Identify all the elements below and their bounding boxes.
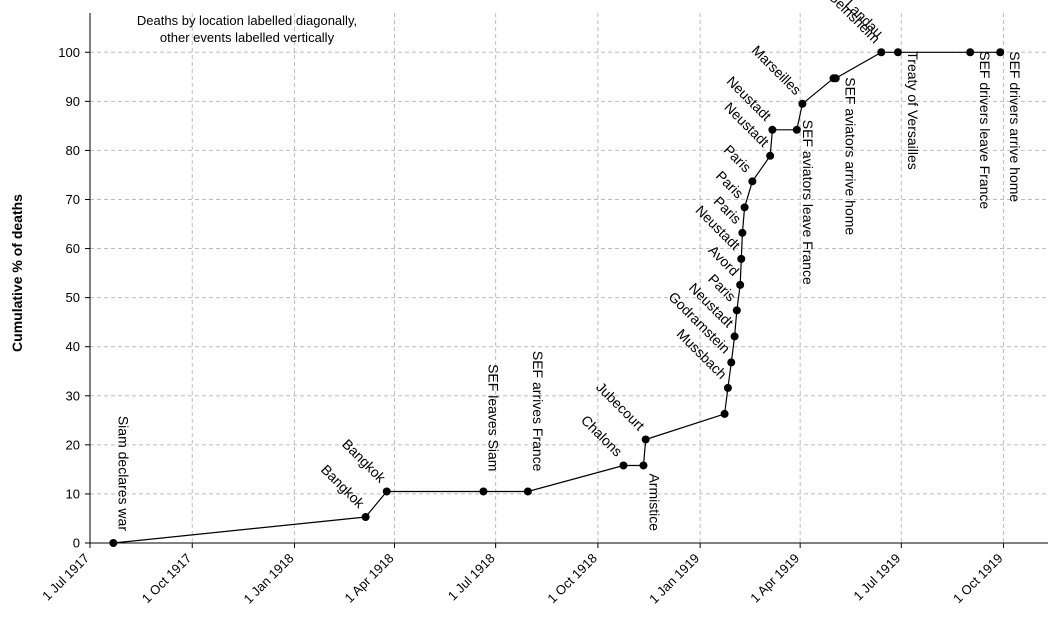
data-point xyxy=(641,435,650,444)
x-tick-label: 1 Jul 1919 xyxy=(850,551,903,604)
data-point xyxy=(732,306,741,315)
x-tick-label: 1 Apr 1918 xyxy=(342,551,397,606)
event-label: Treaty of Versailles xyxy=(905,51,921,170)
y-axis-title: Cumulative % of deaths xyxy=(9,194,25,352)
data-point xyxy=(727,358,736,367)
event-label: SEF aviators arrive home xyxy=(843,77,859,235)
grid xyxy=(90,13,1048,543)
note-line-2: other events labelled vertically xyxy=(160,30,335,45)
data-point xyxy=(382,487,391,496)
y-tick-label: 50 xyxy=(66,290,80,305)
event-label: Armistice xyxy=(646,473,662,531)
data-point xyxy=(893,48,902,57)
y-tick-label: 70 xyxy=(66,192,80,207)
y-tick-label: 80 xyxy=(66,143,80,158)
data-point xyxy=(798,99,807,108)
data-point xyxy=(737,254,746,263)
y-tick-label: 40 xyxy=(66,339,80,354)
y-tick-label: 90 xyxy=(66,94,80,109)
event-label: SEF leaves Siam xyxy=(485,364,501,471)
y-tick-label: 0 xyxy=(73,536,80,551)
annotation-note: Deaths by location labelled diagonally, … xyxy=(137,13,357,45)
data-point xyxy=(479,487,488,496)
data-point xyxy=(996,48,1005,57)
x-tick-label: 1 Jan 1918 xyxy=(241,551,297,607)
data-point xyxy=(730,332,739,341)
data-point xyxy=(639,461,648,470)
event-label: SEF drivers arrive home xyxy=(1007,51,1023,202)
data-point xyxy=(736,280,745,289)
data-point xyxy=(109,539,118,547)
data-point xyxy=(361,512,370,521)
x-tick-label: 1 Oct 1919 xyxy=(950,551,1006,607)
y-tick-label: 20 xyxy=(66,437,80,452)
y-tick-label: 100 xyxy=(58,45,80,60)
x-tick-label: 1 Oct 1917 xyxy=(139,551,195,607)
data-point xyxy=(792,125,801,134)
data-point xyxy=(877,48,886,57)
data-point xyxy=(766,151,775,160)
data-point xyxy=(748,177,757,186)
death-location-label: Chalons xyxy=(578,412,626,460)
y-tick-label: 10 xyxy=(66,486,80,501)
event-label: SEF drivers leave France xyxy=(977,51,993,209)
x-tick-label: 1 Jul 1918 xyxy=(445,551,498,604)
data-point xyxy=(619,461,628,470)
y-tick-label: 30 xyxy=(66,388,80,403)
y-tick-label: 60 xyxy=(66,241,80,256)
data-point xyxy=(738,228,747,237)
x-tick-label: 1 Oct 1918 xyxy=(544,551,600,607)
note-line-1: Deaths by location labelled diagonally, xyxy=(137,13,357,28)
data-point xyxy=(966,48,975,57)
data-point xyxy=(523,487,532,496)
event-label: Siam declares war xyxy=(115,416,131,531)
event-label: SEF aviators leave France xyxy=(800,120,816,285)
death-location-label: Marseilles xyxy=(749,42,805,98)
axes: 0 10 20 30 40 50 60 70 80 90 100 1 Jul 1917 1 Oct 19… xyxy=(39,13,1048,607)
data-point xyxy=(740,203,749,212)
x-tick-label: 1 Jan 1919 xyxy=(646,551,702,607)
data-point xyxy=(723,383,732,392)
data-point xyxy=(831,74,840,83)
data-point xyxy=(768,125,777,134)
data-point xyxy=(720,409,729,418)
x-tick-label: 1 Jul 1917 xyxy=(39,551,92,604)
x-tick-label: 1 Apr 1919 xyxy=(747,551,802,606)
event-label: SEF arrives France xyxy=(530,351,546,472)
series-line xyxy=(109,48,1005,547)
